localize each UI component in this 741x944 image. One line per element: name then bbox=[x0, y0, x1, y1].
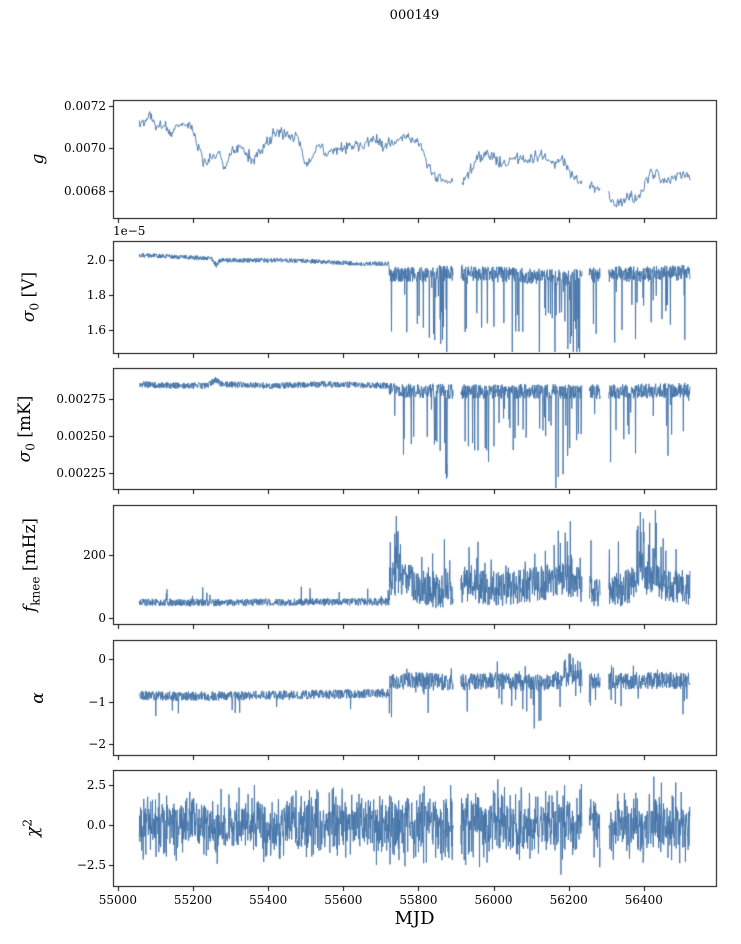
y-axis-label-sigma0-mK: σ0 [mK] bbox=[12, 395, 37, 462]
y-tick-label: 0.0072 bbox=[64, 99, 106, 114]
ylabel-symbol: σ bbox=[15, 450, 36, 462]
y-axis-label-fknee: fknee [mHz] bbox=[17, 517, 42, 611]
y-tick-label: 0.00225 bbox=[56, 465, 106, 480]
y-tick-label: −1 bbox=[88, 694, 106, 709]
x-tick-label: 55200 bbox=[173, 893, 213, 907]
x-tick-label: 55600 bbox=[324, 893, 363, 907]
ylabel-unit: [mHz] bbox=[20, 517, 41, 577]
y-tick-label: 0.0070 bbox=[64, 141, 106, 156]
y-axis-label-alpha: α bbox=[25, 692, 50, 703]
ylabel-unit: [V] bbox=[19, 271, 40, 303]
y-axis-label-gain: g bbox=[25, 154, 50, 165]
ylabel-subscript: 0 bbox=[23, 442, 38, 451]
x-tick-label: 55400 bbox=[249, 893, 288, 907]
ylabel-unit: [mK] bbox=[15, 395, 36, 443]
y-tick-label: −2.5 bbox=[76, 858, 106, 873]
y-tick-label: 0 bbox=[98, 611, 106, 626]
x-tick-label: 55000 bbox=[98, 893, 137, 907]
figure-title: 000149 bbox=[389, 8, 440, 23]
y-tick-label: 2.5 bbox=[86, 777, 106, 792]
axis-offset-label: 1e−5 bbox=[113, 224, 146, 238]
x-tick-label: 56200 bbox=[549, 893, 588, 907]
ylabel-symbol: χ bbox=[23, 826, 44, 837]
y-tick-label: 0.0068 bbox=[64, 183, 106, 198]
y-tick-label: 200 bbox=[83, 548, 106, 562]
ylabel-symbol: σ bbox=[19, 310, 40, 323]
y-tick-label: 1.8 bbox=[86, 288, 106, 303]
x-axis-label: MJD bbox=[394, 908, 435, 929]
y-tick-label: −2 bbox=[88, 737, 106, 752]
y-tick-label: 2.0 bbox=[86, 253, 106, 268]
ylabel-symbol: g bbox=[28, 153, 49, 165]
ylabel-subscript: knee bbox=[28, 576, 43, 606]
y-axis-label-sigma0-volts: σ0 [V] bbox=[16, 272, 41, 322]
ylabel-superscript: 2 bbox=[20, 819, 35, 827]
ylabel-subscript: 0 bbox=[27, 302, 42, 311]
y-axis-label-chi2: χ2 bbox=[20, 819, 45, 837]
ylabel-symbol: f bbox=[20, 605, 41, 612]
ylabel-symbol: α bbox=[28, 691, 49, 704]
y-tick-label: 0.0 bbox=[86, 817, 106, 832]
y-tick-label: 0.00250 bbox=[56, 428, 106, 443]
x-tick-label: 56400 bbox=[624, 893, 663, 907]
y-tick-label: 0 bbox=[98, 652, 106, 667]
y-tick-label: 1.6 bbox=[86, 323, 106, 338]
x-tick-label: 56000 bbox=[474, 893, 513, 907]
y-tick-label: 0.00275 bbox=[56, 391, 106, 406]
x-tick-label: 55800 bbox=[399, 893, 438, 907]
